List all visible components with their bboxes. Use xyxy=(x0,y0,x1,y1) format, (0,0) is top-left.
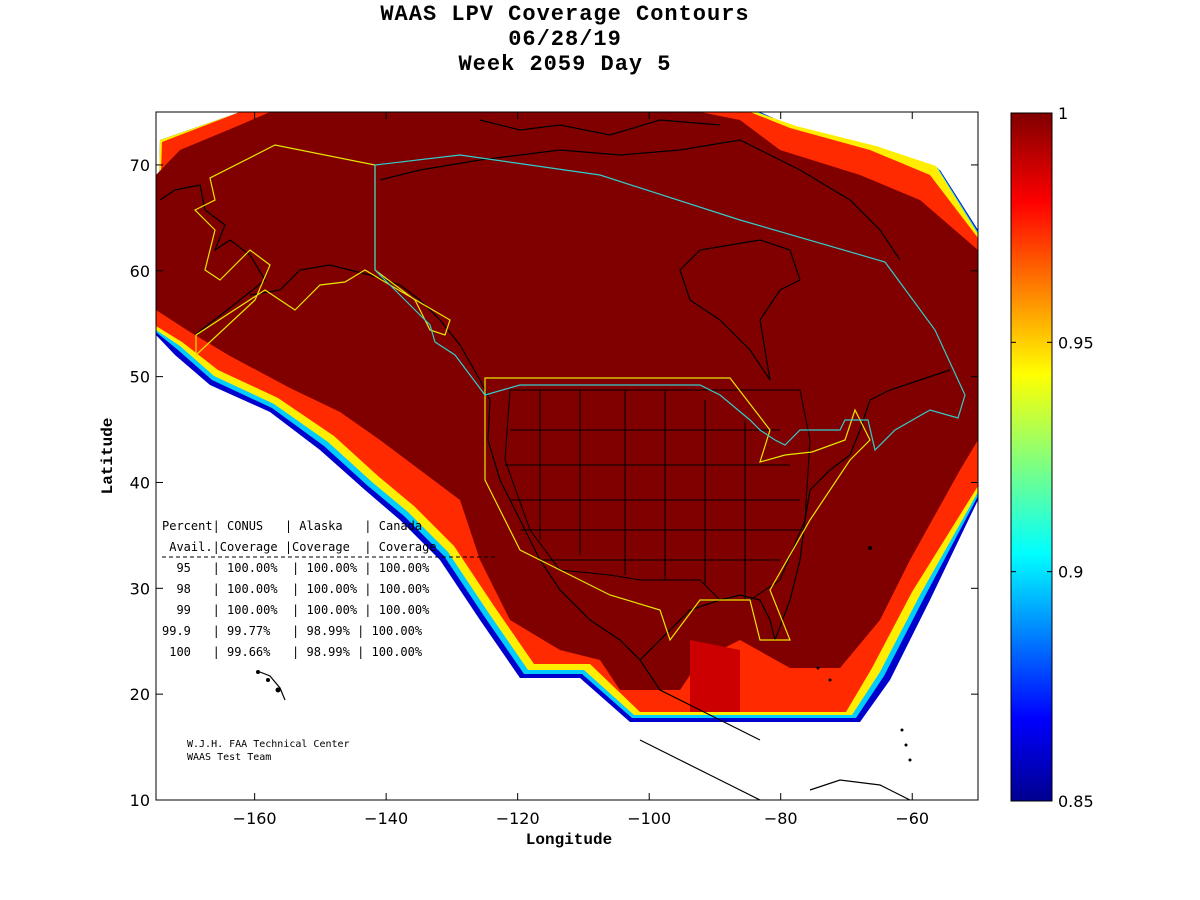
canada-outline xyxy=(374,154,966,452)
x-axis-label: Longitude xyxy=(526,831,612,849)
colorbar xyxy=(1010,112,1053,802)
credit-team: WAAS Test Team xyxy=(187,752,271,763)
y-axis-label: Latitude xyxy=(99,418,117,495)
islands xyxy=(256,546,912,762)
x-tick-label: −80 xyxy=(764,809,798,828)
x-tick-label: −60 xyxy=(895,809,929,828)
table-row: 99 | 100.00% | 100.00% | 100.00% xyxy=(162,603,430,617)
credit-center: W.J.H. FAA Technical Center xyxy=(187,739,350,750)
x-tick-label: −160 xyxy=(233,809,277,828)
coastlines xyxy=(159,119,951,800)
x-axis: −160 −140 −120 −100 −80 −60 xyxy=(233,112,929,828)
y-tick-label: 10 xyxy=(130,791,150,810)
y-tick-label: 30 xyxy=(130,579,150,598)
y-tick-label: 50 xyxy=(130,368,150,387)
coverage-band-max xyxy=(156,112,978,690)
colorbar-ticks: 1 0.95 0.9 0.85 xyxy=(1011,104,1094,811)
table-header-1: Percent| CONUS | Alaska | Canada xyxy=(162,519,422,533)
x-tick-label: −120 xyxy=(496,809,540,828)
table-row: 99.9 | 99.77% | 98.99% | 100.00% xyxy=(162,624,423,638)
y-axis: 10 20 30 40 50 60 70 xyxy=(130,156,978,810)
table-header-2: Avail.|Coverage |Coverage | Coverage xyxy=(162,540,437,554)
colorbar-tick-label: 0.85 xyxy=(1058,792,1094,811)
x-tick-label: −140 xyxy=(364,809,408,828)
y-tick-label: 40 xyxy=(130,473,150,492)
coverage-layer xyxy=(156,112,978,800)
chart-title: WAAS LPV Coverage Contours xyxy=(380,2,750,27)
y-tick-label: 70 xyxy=(130,156,150,175)
table-row: 95 | 100.00% | 100.00% | 100.00% xyxy=(162,561,430,575)
plot-frame xyxy=(155,111,979,801)
colorbar-tick-label: 0.95 xyxy=(1058,333,1094,352)
us-states xyxy=(504,389,811,601)
conus-outline xyxy=(484,377,871,642)
table-row: 100 | 99.66% | 98.99% | 100.00% xyxy=(162,645,423,659)
colorbar-tick-label: 1 xyxy=(1058,104,1068,123)
coverage-table: Percent| CONUS | Alaska | Canada Avail.|… xyxy=(162,519,497,659)
y-tick-label: 20 xyxy=(130,685,150,704)
chart-date: 06/28/19 xyxy=(508,27,622,52)
x-tick-label: −100 xyxy=(627,809,671,828)
gulf-band xyxy=(690,640,740,712)
chart-week-day: Week 2059 Day 5 xyxy=(458,52,672,77)
table-row: 98 | 100.00% | 100.00% | 100.00% xyxy=(162,582,430,596)
colorbar-tick-label: 0.9 xyxy=(1058,563,1083,582)
y-tick-label: 60 xyxy=(130,262,150,281)
